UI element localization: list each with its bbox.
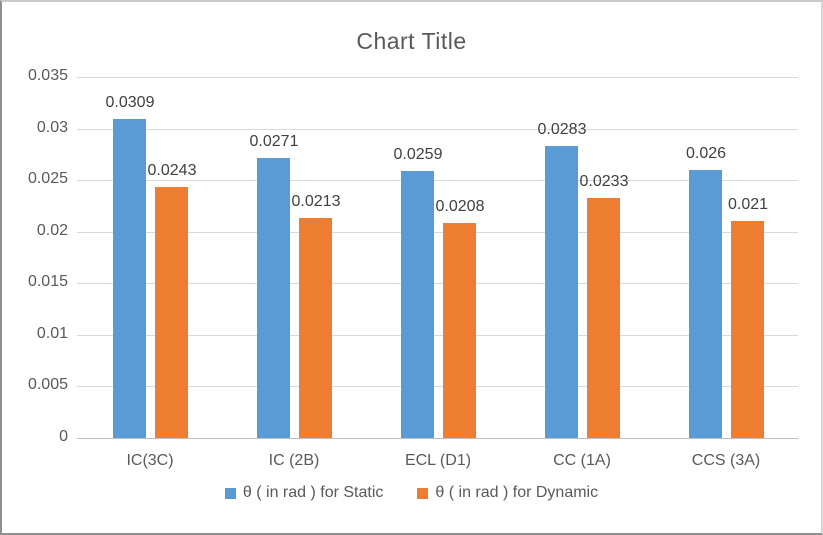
y-axis-tick-label: 0.035 [27, 67, 68, 84]
bar-dynamic-4[interactable] [731, 221, 764, 438]
bar-static-4[interactable] [689, 170, 722, 438]
category-label: CCS (3A) [691, 452, 761, 469]
y-axis-tick-label: 0.005 [27, 376, 68, 393]
y-axis-tick-label: 0.015 [27, 273, 68, 290]
y-gridline [77, 386, 798, 387]
y-axis-tick-label: 0.02 [36, 222, 68, 239]
category-label: IC (2B) [268, 452, 320, 469]
legend: θ ( in rad ) for Static θ ( in rad ) for … [2, 484, 821, 502]
bar-dynamic-3[interactable] [587, 198, 620, 438]
data-label: 0.0213 [291, 193, 341, 210]
legend-swatch-icon [417, 487, 429, 499]
x-axis-line [77, 438, 798, 439]
data-label: 0.021 [727, 196, 769, 213]
y-gridline [77, 77, 798, 78]
y-axis-tick-label: 0.025 [27, 170, 68, 187]
data-label: 0.0208 [435, 198, 485, 215]
category-label: CC (1A) [553, 452, 611, 469]
data-label: 0.0233 [579, 173, 629, 190]
bar-static-3[interactable] [545, 146, 578, 438]
category-label: ECL (D1) [404, 452, 472, 469]
bar-static-2[interactable] [401, 171, 434, 438]
y-axis-tick-label: 0.01 [36, 325, 68, 342]
legend-item-static[interactable]: θ ( in rad ) for Static [224, 484, 384, 502]
y-gridline [77, 335, 798, 336]
y-axis-tick-label: 0 [59, 428, 68, 445]
legend-label: θ ( in rad ) for Static [242, 484, 384, 501]
legend-item-dynamic[interactable]: θ ( in rad ) for Dynamic [417, 484, 598, 502]
bar-dynamic-1[interactable] [299, 218, 332, 438]
chart-title[interactable]: Chart Title [356, 28, 467, 54]
legend-label: θ ( in rad ) for Dynamic [435, 484, 599, 501]
data-label: 0.0259 [393, 146, 443, 163]
data-label: 0.0283 [537, 121, 587, 138]
y-gridline [77, 180, 798, 181]
bar-static-1[interactable] [257, 158, 290, 438]
bar-static-0[interactable] [113, 119, 146, 438]
bar-dynamic-2[interactable] [443, 223, 476, 438]
data-label: 0.0243 [147, 162, 197, 179]
y-axis-tick-label: 0.03 [36, 119, 68, 136]
category-label: IC(3C) [126, 452, 174, 469]
bar-dynamic-0[interactable] [155, 187, 188, 438]
y-gridline [77, 129, 798, 130]
y-gridline [77, 232, 798, 233]
data-label: 0.0309 [105, 94, 155, 111]
data-label: 0.026 [685, 145, 727, 162]
data-label: 0.0271 [249, 133, 299, 150]
y-gridline [77, 283, 798, 284]
legend-swatch-icon [224, 487, 236, 499]
